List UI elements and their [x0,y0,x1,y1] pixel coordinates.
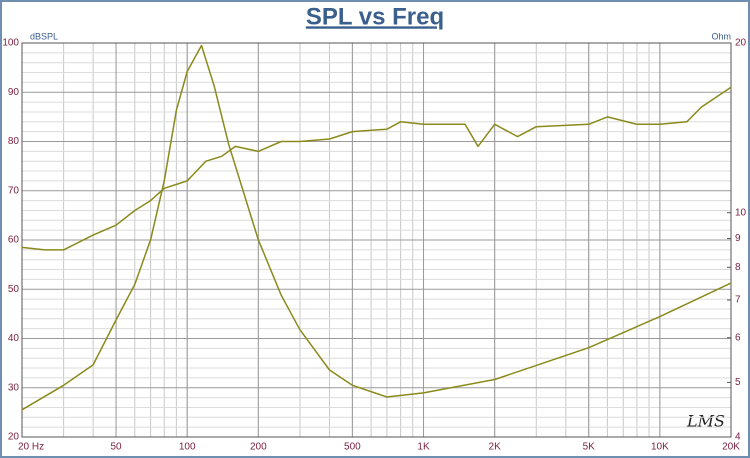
series-line [21,86,732,251]
y2-tick-label: 8 [735,262,741,273]
y-tick-label: 60 [8,235,20,246]
x-tick-label: 200 [250,442,267,453]
y2-axis-label: Ohm [711,31,731,41]
y-tick-label: 80 [8,136,20,147]
y-tick-label: 50 [8,284,20,295]
y-tick-label: 20 [8,432,20,443]
y2-tick-label: 6 [735,332,741,343]
y2-tick-label: 7 [735,295,741,306]
x-tick-label: 20 Hz [18,442,44,453]
y2-tick-label: 9 [735,233,741,244]
chart-title: SPL vs Freq [306,3,444,30]
y-tick-label: 40 [8,333,20,344]
y2-tick-label: 5 [735,377,741,388]
series-line [21,44,732,411]
x-tick-label: 50 [110,442,122,453]
plot-border [21,42,732,438]
y-tick-label: 90 [8,87,20,98]
y2-tick-label: 4 [735,432,741,443]
x-tick-label: 10K [651,442,669,453]
x-tick-label: 20K [722,442,740,453]
y-tick-label: 70 [8,185,20,196]
annotation: LMS [686,412,725,431]
y-axis-label: dBSPL [30,31,58,41]
x-tick-label: 500 [344,442,361,453]
y-tick-label: 100 [2,38,19,49]
y2-tick-label: 10 [735,207,747,218]
x-tick-label: 100 [179,442,196,453]
x-tick-label: 5K [583,442,596,453]
x-tick-label: 2K [489,442,502,453]
x-tick-label: 1K [417,442,430,453]
y2-tick-label: 20 [735,38,747,49]
y-tick-label: 30 [8,382,20,393]
